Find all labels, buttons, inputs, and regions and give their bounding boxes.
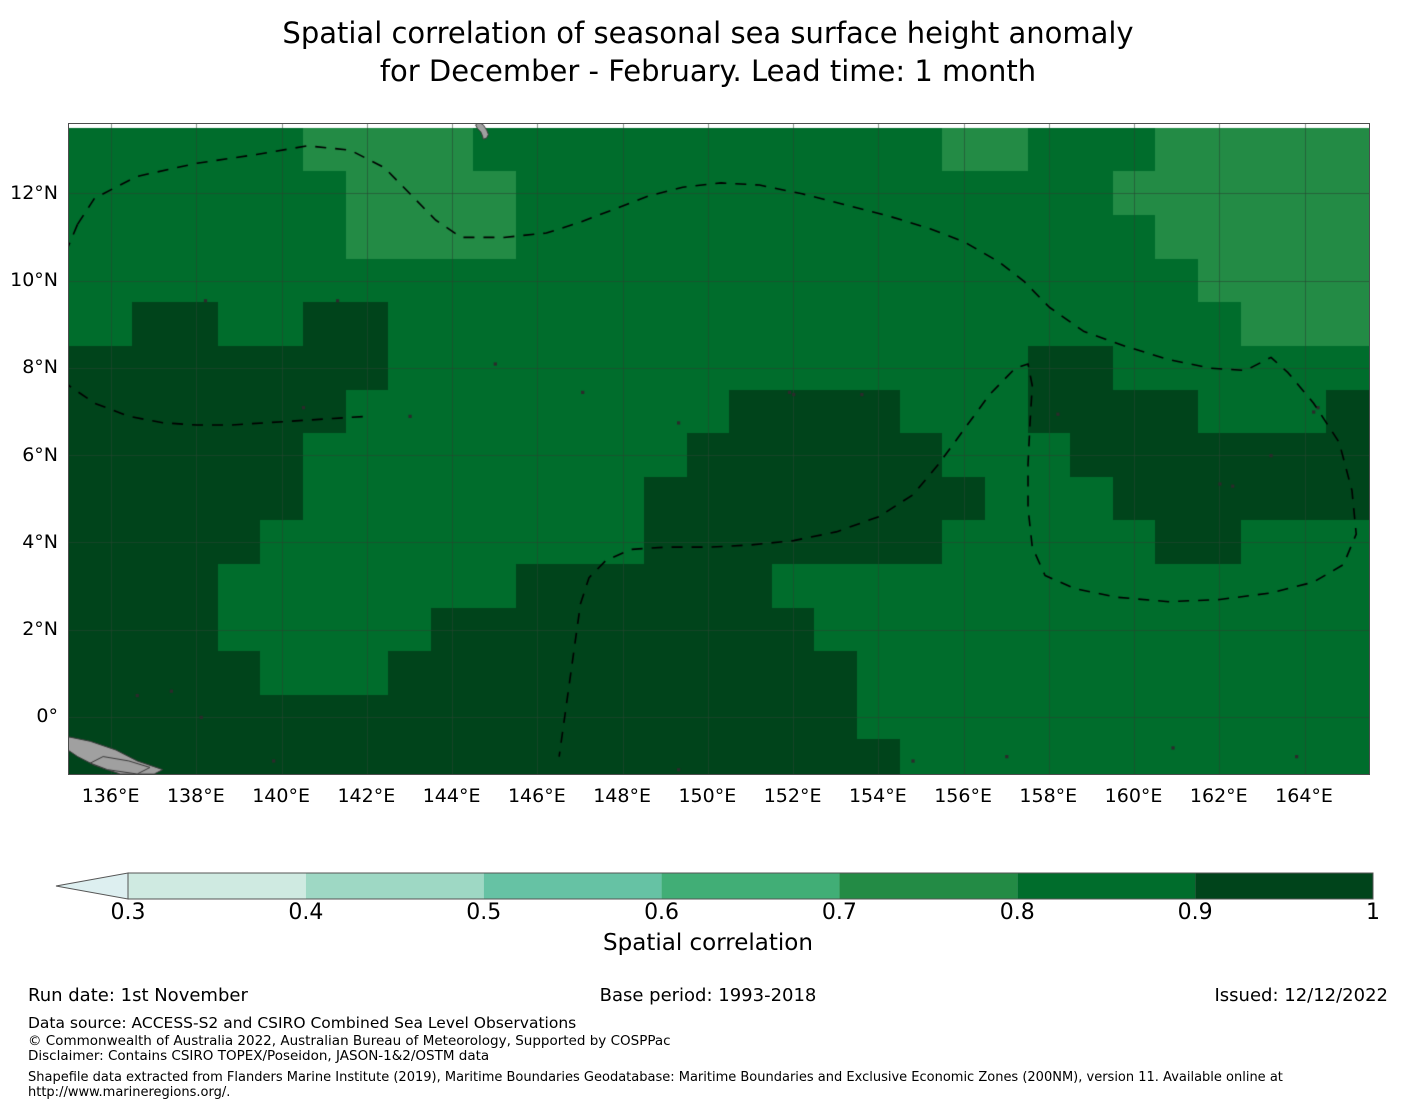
colorbar-segment (483, 873, 662, 899)
y-axis-tick-label: 6°N (22, 443, 58, 466)
metadata-row: Run date: 1st November Base period: 1993… (0, 985, 1416, 1009)
y-axis-tick-label: 8°N (22, 356, 58, 379)
x-axis-tick-label: 160°E (1104, 785, 1163, 807)
x-axis-tick-label: 140°E (252, 785, 310, 807)
y-axis-tick-label: 2°N (22, 618, 58, 641)
x-axis-tick-label: 136°E (81, 785, 140, 807)
x-axis-tick-label: 164°E (1275, 785, 1333, 807)
colorbar-tick-label: 0.9 (1177, 900, 1213, 925)
colorbar-tick-label: 0.6 (644, 900, 680, 925)
chart-title: Spatial correlation of seasonal sea surf… (282, 16, 1134, 88)
x-axis-tick-label: 148°E (593, 785, 651, 807)
y-axis-tick-label: 4°N (22, 530, 58, 553)
colorbar-tick-label: 0.3 (110, 900, 146, 925)
disclaimer-line: Disclaimer: Contains CSIRO TOPEX/Poseido… (28, 1048, 490, 1064)
run-date: Run date: 1st November (28, 985, 248, 1006)
colorbar-tick-label: 1 (1366, 900, 1380, 925)
colorbar-extend-min-arrow (55, 872, 129, 900)
colorbar-segment (1017, 873, 1196, 899)
shapefile-attribution: Shapefile data extracted from Flanders M… (28, 1070, 1283, 1100)
x-axis-tick-label: 150°E (678, 785, 737, 807)
correlation-heatmap-canvas (69, 124, 1369, 774)
colorbar-tick-label: 0.4 (288, 900, 324, 925)
map-plot-area[interactable] (68, 123, 1370, 775)
colorbar-tick-label: 0.7 (821, 900, 857, 925)
x-axis-tick-label: 144°E (422, 785, 481, 807)
colorbar-segment (1195, 873, 1373, 899)
issued-date: Issued: 12/12/2022 (1214, 985, 1388, 1006)
colorbar[interactable] (28, 869, 1388, 903)
colorbar-tick-label: 0.5 (466, 900, 502, 925)
colorbar-outline (127, 872, 1374, 900)
y-axis-tick-label: 0° (36, 705, 58, 728)
colorbar-title: Spatial correlation (603, 930, 813, 956)
x-axis-tick-label: 152°E (763, 785, 822, 807)
y-axis-tick-label: 12°N (10, 181, 58, 204)
x-axis-tick-label: 156°E (934, 785, 992, 807)
x-axis-tick-label: 158°E (1019, 785, 1078, 807)
x-axis-tick-label: 154°E (848, 785, 907, 807)
colorbar-segment (128, 873, 306, 899)
copyright-line: © Commonwealth of Australia 2022, Austra… (28, 1033, 671, 1049)
x-axis-tick-label: 162°E (1189, 785, 1248, 807)
colorbar-segment (305, 873, 484, 899)
x-axis-tick-label: 146°E (507, 785, 566, 807)
colorbar-segment (839, 873, 1018, 899)
colorbar-tick-label: 0.8 (999, 900, 1035, 925)
data-source-line: Data source: ACCESS-S2 and CSIRO Combine… (28, 1014, 577, 1032)
x-axis-tick-label: 142°E (337, 785, 396, 807)
colorbar-segment (661, 873, 840, 899)
x-axis-tick-label: 138°E (166, 785, 225, 807)
y-axis-tick-label: 10°N (10, 269, 58, 292)
base-period: Base period: 1993-2018 (599, 985, 817, 1006)
